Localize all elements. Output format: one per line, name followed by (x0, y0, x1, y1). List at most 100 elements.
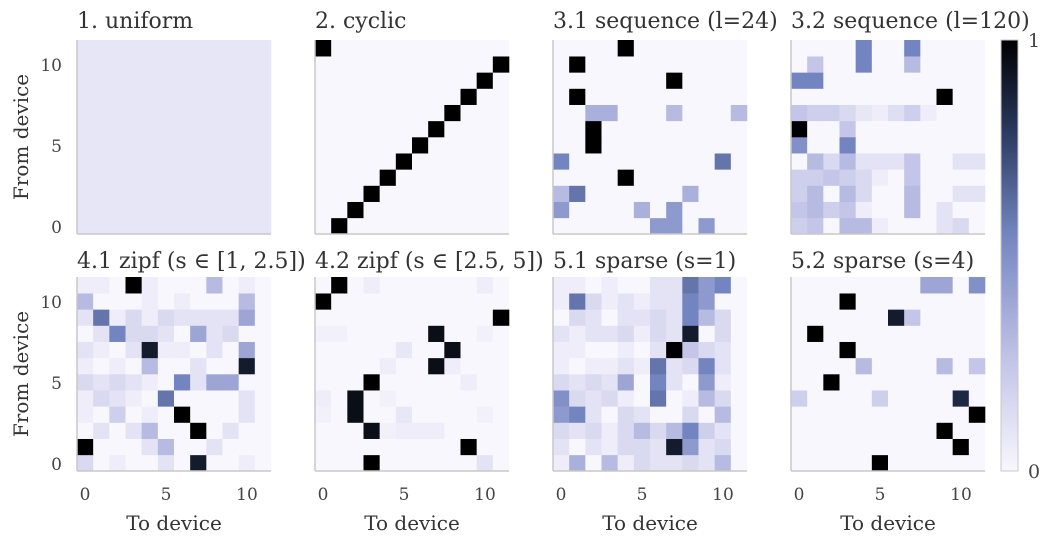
heatmap-cell (206, 72, 222, 88)
heatmap-cell (444, 169, 460, 185)
y-axis-label: From device (9, 74, 33, 200)
heatmap-cell (618, 277, 634, 293)
heatmap-cell (126, 406, 142, 422)
heatmap-cell (380, 439, 396, 455)
heatmap-cell (315, 89, 331, 105)
heatmap-cell (953, 153, 969, 169)
heatmap-cell (953, 439, 969, 455)
heatmap-cell (807, 169, 823, 185)
heatmap-cell (666, 406, 682, 422)
heatmap-cell (206, 406, 222, 422)
heatmap-cell (856, 153, 872, 169)
heatmap-cell (715, 277, 731, 293)
heatmap-cell (126, 72, 142, 88)
heatmap-cell (618, 202, 634, 218)
heatmap-cell (953, 40, 969, 56)
heatmap-cell (888, 186, 904, 202)
heatmap-cell (190, 406, 206, 422)
heatmap-cell (553, 137, 569, 153)
heatmap-cell (682, 439, 698, 455)
heatmap-cell (666, 202, 682, 218)
heatmap-cell (142, 56, 158, 72)
heatmap-cell (347, 121, 363, 137)
heatmap-cell (666, 277, 682, 293)
heatmap-cell (77, 406, 93, 422)
heatmap-cell (585, 121, 601, 137)
heatmap-cell (347, 439, 363, 455)
heatmap-cell (888, 218, 904, 234)
heatmap-cell (618, 455, 634, 471)
heatmap-cell (920, 423, 936, 439)
heatmap-cell (109, 342, 125, 358)
heatmap-cell (142, 105, 158, 121)
heatmap-cell (223, 89, 239, 105)
heatmap-cell (569, 202, 585, 218)
heatmap-cell (461, 342, 477, 358)
heatmap-cell (239, 358, 255, 374)
heatmap-cell (650, 455, 666, 471)
heatmap-cell (206, 358, 222, 374)
heatmap-cell (412, 40, 428, 56)
heatmap-cell (461, 72, 477, 88)
heatmap-cell (364, 309, 380, 325)
heatmap-cell (731, 218, 747, 234)
heatmap-cell (856, 169, 872, 185)
heatmap-cell (969, 121, 985, 137)
heatmap-cell (396, 439, 412, 455)
heatmap-cell (190, 309, 206, 325)
heatmap-cell (602, 153, 618, 169)
heatmap-cell (477, 390, 493, 406)
heatmap-cell (715, 439, 731, 455)
heatmap-cell (93, 423, 109, 439)
y-tick-labels: 10 5 0 10 5 0 (40, 56, 62, 475)
heatmap-cell (255, 218, 271, 234)
heatmap-cell (731, 72, 747, 88)
heatmap-cell (634, 423, 650, 439)
heatmap-cell (477, 72, 493, 88)
heatmap-cell (331, 105, 347, 121)
heatmap-cell (190, 218, 206, 234)
heatmap-cell (206, 293, 222, 309)
heatmap-cell (904, 390, 920, 406)
x-axis-label: To device (364, 511, 460, 535)
heatmap-cell (650, 169, 666, 185)
heatmap-cell (888, 89, 904, 105)
heatmap-cell (553, 309, 569, 325)
heatmap-cell (937, 56, 953, 72)
heatmap-cell (634, 72, 650, 88)
heatmap-cell (682, 186, 698, 202)
heatmap-cell (77, 374, 93, 390)
heatmap-cell (585, 390, 601, 406)
heatmap-cell (650, 121, 666, 137)
heatmap-cell (315, 358, 331, 374)
heatmap-cell (93, 169, 109, 185)
heatmap-cell (77, 40, 93, 56)
heatmap-cell (206, 342, 222, 358)
heatmap-cell (77, 169, 93, 185)
heatmap-cell (77, 137, 93, 153)
heatmap-cell (477, 406, 493, 422)
heatmap-cell (190, 342, 206, 358)
heatmap-cell (666, 169, 682, 185)
heatmap-cell (569, 153, 585, 169)
heatmap-cell (223, 121, 239, 137)
heatmap-cell (569, 390, 585, 406)
heatmap-cell (602, 121, 618, 137)
heatmap-cell (553, 218, 569, 234)
panel-4-1: 4.1 zipf (s ∈ [1, 2.5]) (77, 249, 306, 471)
heatmap-cell (461, 390, 477, 406)
heatmap-cell (699, 309, 715, 325)
heatmap-cell (109, 423, 125, 439)
heatmap-cell (364, 89, 380, 105)
heatmap-cell (142, 202, 158, 218)
heatmap-cell (569, 277, 585, 293)
heatmap-cell (634, 56, 650, 72)
heatmap-cell (77, 326, 93, 342)
heatmap-cell (126, 293, 142, 309)
heatmap-cell (699, 202, 715, 218)
heatmap-cell (618, 374, 634, 390)
heatmap-cell (920, 153, 936, 169)
heatmap-cell (840, 40, 856, 56)
heatmap-cell (731, 89, 747, 105)
heatmap-cell (223, 137, 239, 153)
